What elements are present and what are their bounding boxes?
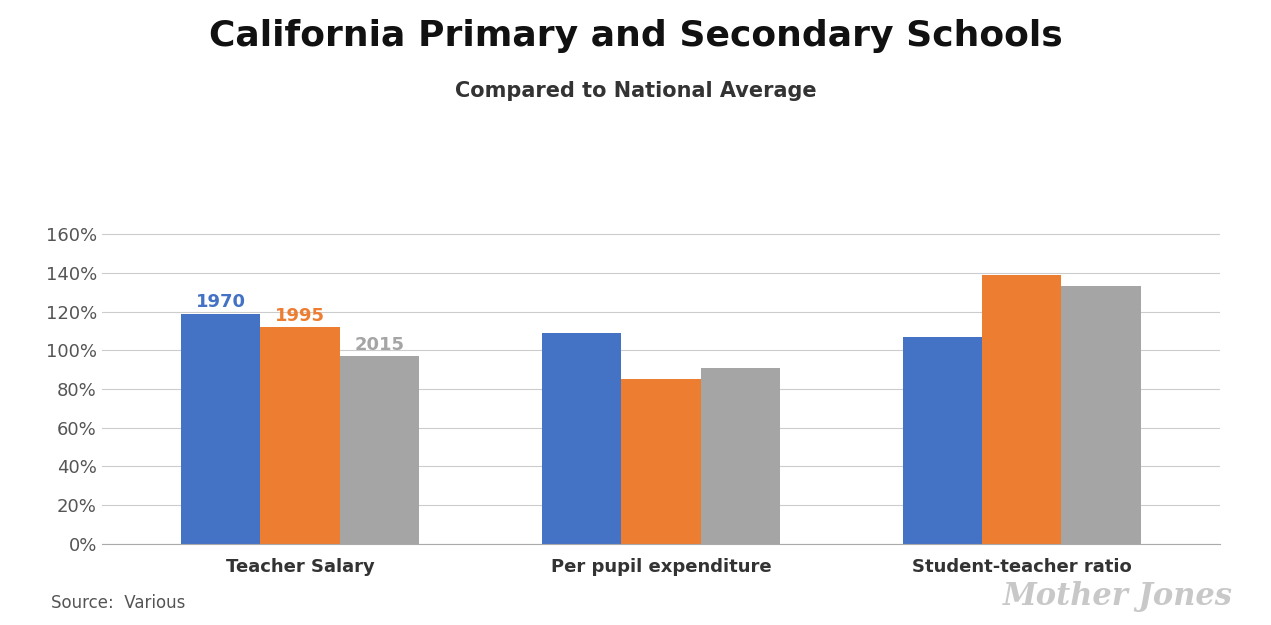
Bar: [180, 314, 261, 544]
Text: Mother Jones: Mother Jones: [1003, 581, 1233, 612]
Bar: [1061, 286, 1141, 544]
Bar: [622, 379, 700, 544]
Bar: [902, 337, 982, 544]
Bar: [700, 368, 780, 544]
Bar: [541, 333, 622, 544]
Text: 2015: 2015: [355, 336, 404, 354]
Text: 1995: 1995: [275, 307, 325, 325]
Text: Compared to National Average: Compared to National Average: [455, 81, 816, 101]
Text: 1970: 1970: [196, 293, 245, 311]
Bar: [261, 327, 339, 544]
Bar: [982, 275, 1061, 544]
Bar: [339, 356, 419, 544]
Text: Source:  Various: Source: Various: [51, 594, 186, 612]
Text: California Primary and Secondary Schools: California Primary and Secondary Schools: [208, 19, 1063, 53]
